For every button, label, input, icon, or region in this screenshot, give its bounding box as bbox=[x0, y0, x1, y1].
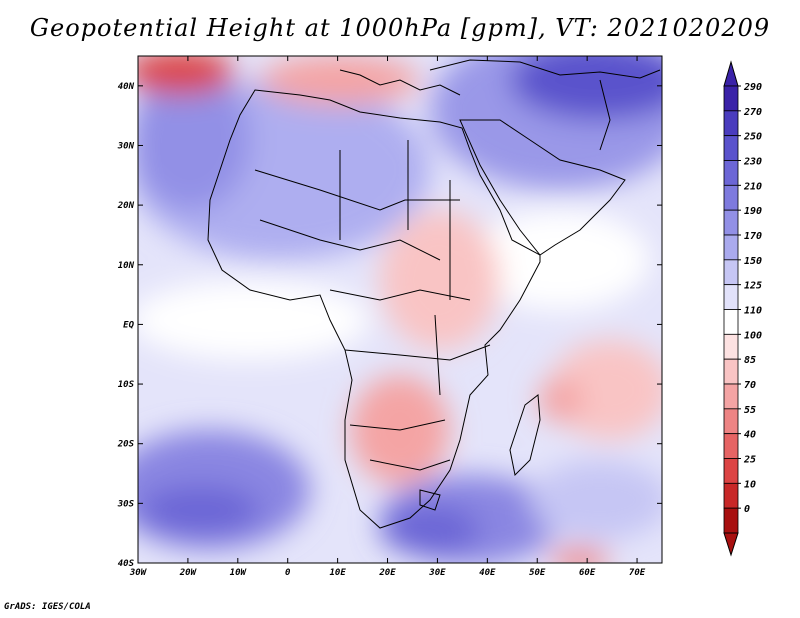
lon-label: 30E bbox=[428, 568, 446, 578]
lon-label: 10W bbox=[230, 568, 248, 578]
colorbar-label: 10 bbox=[744, 479, 756, 490]
colorbar-segment bbox=[723, 383, 739, 410]
colorbar-label: 70 bbox=[744, 380, 756, 391]
lat-label: 20N bbox=[117, 201, 135, 211]
colorbar-segment bbox=[723, 209, 739, 236]
lon-label: 10E bbox=[329, 568, 346, 578]
colorbar-label: 290 bbox=[743, 82, 762, 93]
colorbar-segment bbox=[723, 358, 739, 385]
colorbar-label: 40 bbox=[744, 430, 756, 441]
coastlines bbox=[207, 59, 661, 529]
colorbar-segment bbox=[723, 333, 739, 360]
colorbar-top-arrow bbox=[723, 60, 739, 87]
colorbar-label: 125 bbox=[744, 281, 762, 292]
colorbar-segment bbox=[723, 234, 739, 261]
colorbar-segment bbox=[723, 507, 739, 534]
colorbar-label: 110 bbox=[744, 306, 762, 317]
chart-title: Geopotential Height at 1000hPa [gpm], VT… bbox=[29, 14, 771, 42]
colorbar-label: 55 bbox=[744, 405, 756, 416]
lat-label: 20S bbox=[117, 440, 135, 450]
lat-label: 40N bbox=[118, 82, 135, 92]
colorbar-label: 0 bbox=[744, 504, 750, 515]
colorbar-segment bbox=[723, 482, 739, 509]
lon-label: 70E bbox=[629, 568, 646, 578]
colorbar-label: 85 bbox=[744, 355, 756, 366]
longitude-axis: 30W 20W 10W 0 10E 20E 30E 40E 50E 60E 70E bbox=[129, 56, 646, 578]
colorbar-label: 100 bbox=[744, 330, 762, 341]
colorbar-segment bbox=[723, 184, 739, 211]
colorbar-label: 150 bbox=[744, 256, 762, 267]
lat-label: 30N bbox=[117, 141, 135, 151]
latitude-axis: 40N 30N 20N 10N EQ 10S 20S 30S 40S bbox=[117, 82, 662, 569]
colorbar-label: 190 bbox=[744, 206, 762, 217]
colorbar-label: 270 bbox=[743, 107, 762, 118]
lon-label: 30W bbox=[129, 568, 148, 578]
lat-label: 10S bbox=[118, 380, 135, 390]
colorbar-segment bbox=[723, 284, 739, 310]
colorbar-segment bbox=[723, 408, 739, 435]
colorbar-label: 170 bbox=[744, 231, 762, 242]
colorbar-segment bbox=[723, 160, 739, 186]
lat-label: 30S bbox=[117, 499, 135, 509]
lat-label: 40S bbox=[118, 559, 135, 569]
colorbar-segment bbox=[723, 433, 739, 459]
lon-label: 20E bbox=[378, 568, 396, 578]
colorbar-segment bbox=[723, 259, 739, 286]
map-frame bbox=[137, 55, 663, 564]
colorbar-segment bbox=[723, 458, 739, 484]
lon-label: 20W bbox=[179, 568, 198, 578]
lon-label: 60E bbox=[579, 568, 596, 578]
geopotential-field bbox=[138, 56, 662, 563]
colorbar-segment bbox=[723, 309, 739, 335]
lat-label: EQ bbox=[123, 320, 134, 330]
colorbar-label: 25 bbox=[743, 455, 756, 466]
lon-label: 50E bbox=[529, 568, 546, 578]
lon-label: 40E bbox=[479, 568, 496, 578]
colorbar-label: 230 bbox=[743, 157, 762, 168]
colorbar: 2902702502302101901701501251101008570554… bbox=[723, 60, 762, 557]
colorbar-segment bbox=[723, 135, 739, 161]
colorbar-bottom-arrow bbox=[723, 532, 739, 557]
colorbar-segment bbox=[723, 110, 739, 137]
credit-text: GrADS: IGES/COLA bbox=[4, 602, 91, 612]
lat-label: 10N bbox=[118, 261, 135, 271]
colorbar-segment bbox=[723, 85, 739, 112]
colorbar-label: 250 bbox=[743, 132, 762, 143]
lon-label: 0 bbox=[285, 568, 291, 578]
colorbar-label: 210 bbox=[743, 181, 762, 192]
